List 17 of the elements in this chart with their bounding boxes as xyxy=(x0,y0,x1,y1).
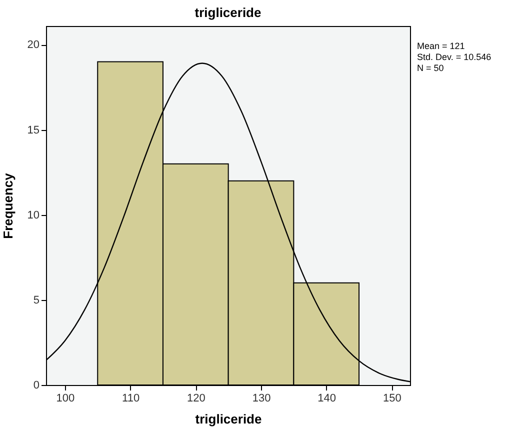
y-tick-label: 10 xyxy=(27,209,40,222)
text: Std. Dev. = 10.546 xyxy=(417,52,492,62)
y-tick-label: 20 xyxy=(27,39,40,52)
y-tick-label: 5 xyxy=(33,294,40,306)
x-tick-label: 150 xyxy=(383,392,402,404)
y-tick-label: 15 xyxy=(27,124,40,136)
y-tick-label: 0 xyxy=(33,380,40,392)
text: Mean = 121 xyxy=(417,41,465,51)
x-tick-label: 120 xyxy=(186,392,206,404)
x-tick-label: 130 xyxy=(252,392,271,404)
text: N = 50 xyxy=(417,63,444,73)
chart-title: trigliceride xyxy=(194,5,262,20)
x-tick-label: 140 xyxy=(318,392,336,404)
x-axis-title: trigliceride xyxy=(195,412,262,426)
x-tick-label: 110 xyxy=(122,392,140,404)
y-axis-title: Frequency xyxy=(0,172,16,239)
x-tick-label: 100 xyxy=(56,392,75,404)
